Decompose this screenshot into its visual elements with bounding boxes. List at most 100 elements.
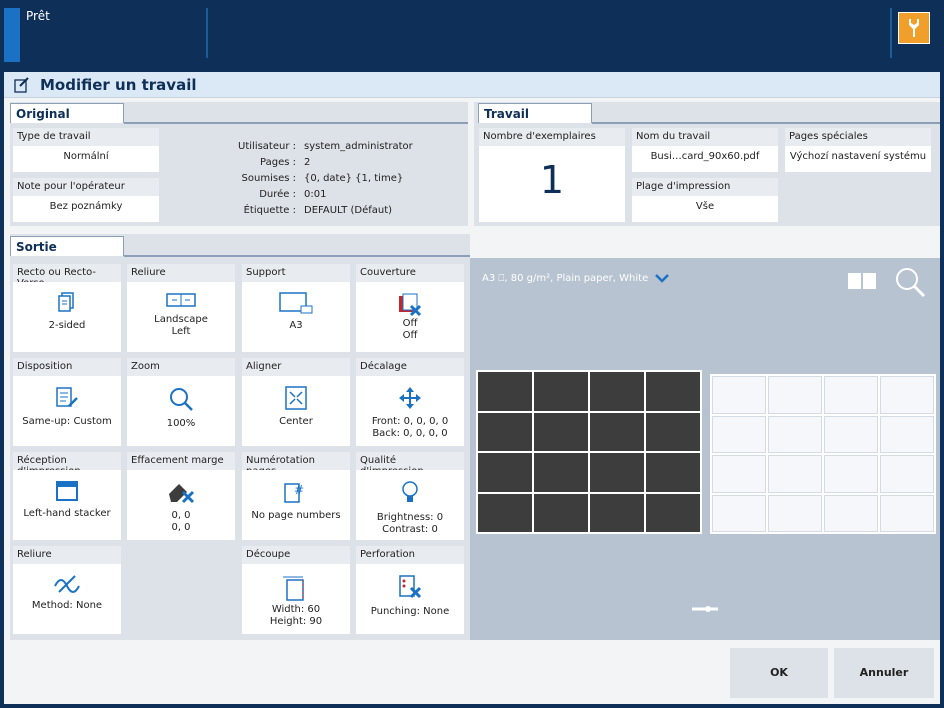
wrench-icon[interactable] [898, 12, 930, 44]
edge-erase-tile[interactable]: 0, 0 0, 0 [127, 470, 235, 540]
job-type-field[interactable]: Normální [13, 146, 159, 172]
duplex-tile[interactable]: 2-sided [13, 282, 121, 352]
dialog-titlebar: Modifier un travail [4, 72, 940, 98]
duplex-icon [58, 292, 74, 312]
info-value: DEFAULT (Défaut) [304, 205, 393, 216]
zoom-icon[interactable] [894, 266, 926, 298]
align-label: Aligner [242, 358, 350, 376]
punch-label: Perforation [356, 546, 464, 564]
trim-tile[interactable]: Width: 60 Height: 90 [242, 564, 350, 634]
binding2-tile[interactable]: Method: None [13, 564, 121, 634]
page-numbering-tile[interactable]: # No page numbers [242, 470, 350, 540]
align-tile[interactable]: Center [242, 376, 350, 446]
tab-line [124, 122, 468, 124]
info-key: Étiquette : [243, 205, 296, 216]
shift-tile[interactable]: Front: 0, 0, 0, 0 Back: 0, 0, 0, 0 [356, 376, 464, 446]
tab-original[interactable]: Original [10, 103, 124, 123]
tile-value: A3 [289, 320, 303, 331]
media-summary-text: A3 ⎕, 80 g/m², Plain paper, White [482, 273, 649, 284]
tab-sortie[interactable]: Sortie [10, 236, 124, 256]
tile-value: No page numbers [251, 510, 341, 521]
info-value: system_administrator [304, 141, 413, 152]
edit-job-dialog: Modifier un travail Original Type de tra… [4, 72, 940, 704]
trim-label: Découpe [242, 546, 350, 564]
tile-value: Back: 0, 0, 0, 0 [372, 428, 448, 439]
trim-icon [283, 576, 304, 601]
cancel-button[interactable]: Annuler [834, 648, 934, 698]
media-tile[interactable]: A3 [242, 282, 350, 352]
tile-value: Landscape [154, 314, 208, 325]
status-accent [4, 8, 20, 62]
tab-travail[interactable]: Travail [478, 103, 592, 123]
tab-line [124, 255, 470, 257]
tile-value: Punching: None [370, 606, 450, 617]
tile-value: Center [279, 416, 313, 427]
eraser-icon [169, 484, 195, 504]
special-pages-field[interactable]: Výchozí nastavení systému [785, 146, 931, 172]
tile-value: Brightness: 0 [376, 512, 444, 523]
page-slider-icon[interactable] [690, 604, 720, 614]
tile-value: Height: 90 [269, 616, 323, 627]
info-value: 2 [304, 157, 311, 168]
job-type-label: Type de travail [13, 128, 159, 146]
edit-icon [14, 77, 30, 96]
dialog-footer: OK Annuler [4, 640, 940, 704]
tile-value: Width: 60 [271, 604, 321, 615]
tile-value: Same-up: Custom [22, 416, 112, 427]
tile-value: Left-hand stacker [23, 508, 111, 519]
tile-value: 0, 0 [171, 522, 191, 533]
svg-text:#: # [294, 483, 304, 497]
top-bar: Prêt [0, 0, 944, 70]
book-view-icon[interactable] [846, 270, 878, 292]
layout-tile[interactable]: Same-up: Custom [13, 376, 121, 446]
magnifier-icon [170, 388, 193, 411]
zoom-tile[interactable]: 100% [127, 376, 235, 446]
special-pages-label: Pages spéciales [785, 128, 931, 146]
shift-label: Décalage [356, 358, 464, 376]
binding-icon [166, 293, 196, 307]
tile-value: 2-sided [48, 320, 86, 331]
operator-note-label: Note pour l'opérateur [13, 178, 159, 196]
ok-button[interactable]: OK [730, 648, 828, 698]
cover-label: Couverture [356, 264, 464, 282]
info-value: {0, date} {1, time} [304, 173, 404, 184]
tile-value: 0, 0 [171, 510, 191, 521]
tile-value: Off [402, 318, 418, 329]
operator-note-field[interactable]: Bez poznámky [13, 196, 159, 222]
dialog-title: Modifier un travail [40, 76, 197, 94]
print-quality-label: Qualité d'impression [356, 452, 464, 477]
print-range-label: Plage d'impression [632, 178, 778, 196]
no-binding-icon [54, 575, 80, 593]
print-quality-tile[interactable]: Brightness: 0 Contrast: 0 [356, 470, 464, 540]
punch-tile[interactable]: Punching: None [356, 564, 464, 634]
divider [890, 8, 892, 58]
print-range-field[interactable]: Vše [632, 196, 778, 222]
divider [206, 8, 208, 58]
info-key: Utilisateur : [238, 141, 296, 152]
print-preview[interactable]: A3 ⎕, 80 g/m², Plain paper, White [470, 258, 940, 640]
chevron-down-icon [655, 274, 670, 283]
output-tile[interactable]: Left-hand stacker [13, 470, 121, 540]
zoom-label: Zoom [127, 358, 235, 376]
tile-value: Front: 0, 0, 0, 0 [371, 416, 449, 427]
output-label: Réception d'impression [13, 452, 121, 477]
info-value: 0:01 [304, 189, 327, 200]
printer-status: Prêt [26, 9, 50, 23]
media-icon [279, 292, 313, 314]
job-name-label: Nom du travail [632, 128, 778, 146]
move-icon [399, 387, 421, 409]
preview-sheet-front [476, 370, 702, 534]
copies-field[interactable]: 1 [479, 146, 625, 222]
binding-tile[interactable]: Landscape Left [127, 282, 235, 352]
layout-label: Disposition [13, 358, 121, 376]
edge-erase-label: Effacement marge [127, 452, 235, 470]
tile-value: 100% [166, 418, 196, 429]
media-label: Support [242, 264, 350, 282]
job-name-field[interactable]: Busi…card_90x60.pdf [632, 146, 778, 172]
page-numbering-label: Numérotation pages [242, 452, 350, 477]
media-summary[interactable]: A3 ⎕, 80 g/m², Plain paper, White [482, 273, 670, 284]
info-key: Durée : [259, 189, 296, 200]
layout-icon [56, 387, 78, 407]
cover-tile[interactable]: Off Off [356, 282, 464, 352]
tile-value: Method: None [31, 600, 103, 611]
